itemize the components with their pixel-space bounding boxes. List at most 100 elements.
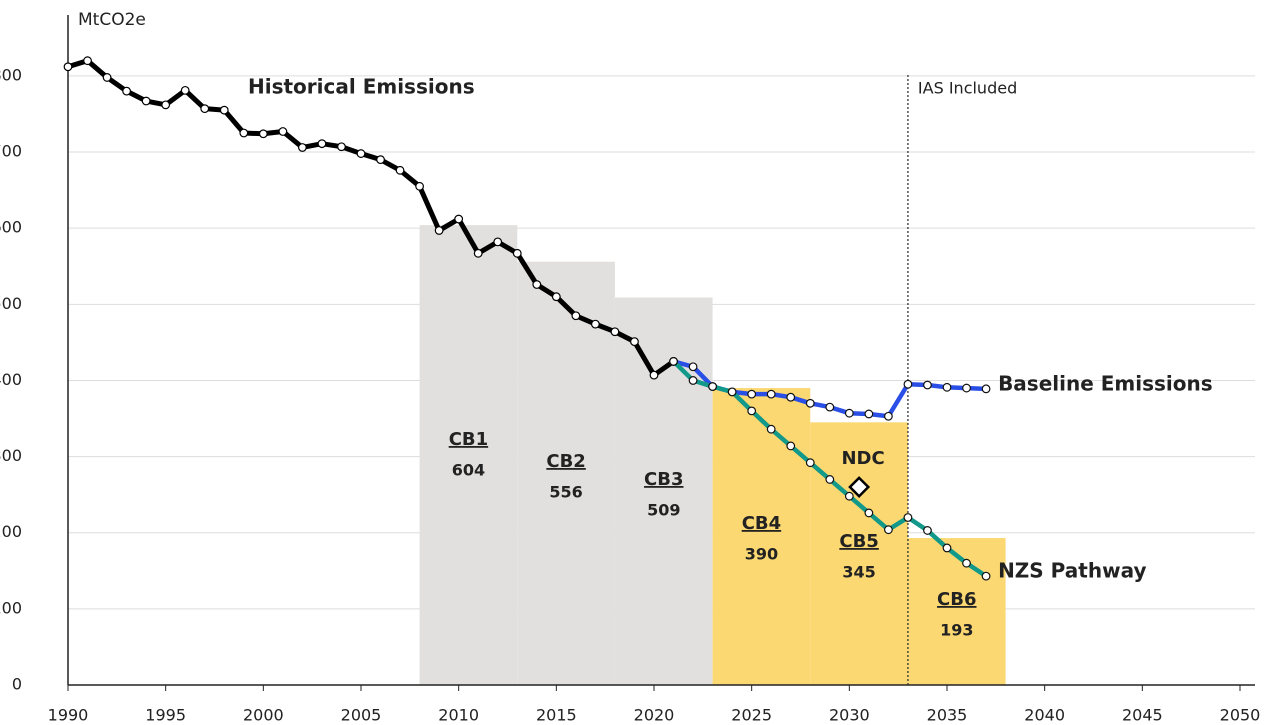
ndc-label: NDC: [841, 448, 884, 469]
series-point: [727, 387, 737, 397]
series-point: [532, 280, 542, 289]
series-point: [747, 389, 757, 399]
series-point: [610, 327, 620, 337]
series-label: NZS Pathway: [998, 559, 1146, 583]
series-point: [278, 127, 288, 136]
x-tick-label: 2025: [731, 706, 772, 725]
y-tick-label: 200: [0, 522, 22, 541]
x-tick-label: 1995: [145, 706, 186, 725]
series-point: [669, 357, 678, 366]
series-point: [180, 85, 190, 95]
x-tick-label: 2035: [927, 706, 968, 725]
budget-name: CB4: [742, 513, 781, 534]
series-point: [298, 143, 307, 152]
series-point: [219, 105, 229, 115]
x-tick-label: 2020: [634, 706, 675, 725]
series-point: [141, 96, 151, 106]
series-point: [161, 100, 171, 110]
series-point: [688, 376, 698, 385]
series-point: [551, 292, 561, 302]
series-point: [649, 370, 659, 380]
series-point: [942, 382, 952, 392]
budget-bar: [810, 422, 908, 685]
series-point: [903, 513, 913, 522]
series-point: [766, 389, 776, 399]
x-tick-label: 2000: [243, 706, 284, 725]
series-point: [766, 424, 776, 434]
series-point: [805, 458, 815, 468]
series-point: [376, 155, 385, 165]
budget-name: CB2: [546, 451, 585, 472]
series-point: [903, 379, 913, 389]
y-tick-label: 100: [0, 598, 22, 617]
y-tick-label: 600: [0, 218, 22, 237]
series-point: [805, 398, 815, 408]
budget-bar: [907, 538, 1006, 685]
series-point: [708, 382, 717, 391]
y-axis-label: MtCO2e: [78, 10, 146, 30]
ndc-marker: [848, 476, 871, 499]
series-point: [923, 526, 932, 535]
series-point: [454, 214, 464, 224]
budget-value: 509: [647, 501, 680, 520]
series-point: [844, 408, 854, 418]
x-tick-label: 2045: [1122, 706, 1163, 725]
series-point: [884, 411, 893, 421]
series-point: [395, 165, 405, 175]
budget-value: 556: [549, 483, 582, 502]
y-tick-label: 300: [0, 446, 22, 465]
series-point: [473, 248, 483, 258]
series-point: [942, 543, 952, 553]
y-tick-label: 700: [0, 142, 22, 161]
x-tick-label: 2040: [1024, 706, 1065, 725]
budget-name: CB5: [839, 531, 878, 552]
series-point: [337, 142, 346, 152]
budget-value: 604: [452, 461, 485, 480]
series-point: [825, 475, 835, 484]
series-point: [512, 248, 522, 258]
series-point: [591, 319, 600, 329]
x-tick-label: 2010: [438, 706, 479, 725]
series-point: [688, 362, 698, 372]
budget-name: CB1: [449, 429, 488, 450]
series-point: [493, 237, 503, 247]
series-point: [844, 491, 854, 501]
budget-name: CB6: [937, 589, 976, 610]
series-point: [962, 383, 971, 393]
series-point: [884, 525, 893, 535]
budget-name: CB3: [644, 469, 683, 490]
y-tick-label: 0: [12, 675, 22, 694]
budget-bar: [517, 261, 615, 685]
budget-bar: [712, 388, 811, 685]
x-tick-label: 1990: [48, 706, 89, 725]
budget-value: 345: [842, 563, 875, 582]
x-tick-label: 2030: [829, 706, 870, 725]
series-point: [786, 441, 796, 451]
series-label: Baseline Emissions: [998, 371, 1213, 395]
budget-bar: [614, 297, 713, 685]
series-point: [747, 406, 757, 416]
series-point: [102, 73, 112, 82]
budget-value: 193: [940, 621, 973, 640]
x-tick-label: 2005: [341, 706, 382, 725]
series-point: [923, 380, 932, 390]
x-tick-label: 2050: [1220, 706, 1261, 725]
x-tick-label: 2015: [536, 706, 577, 725]
budget-value: 390: [745, 545, 778, 564]
series-point: [864, 508, 874, 518]
y-tick-label: 500: [0, 294, 22, 313]
series-point: [200, 104, 210, 114]
series-point: [434, 226, 444, 235]
series-point: [981, 571, 991, 581]
series-point: [83, 56, 92, 66]
series-point: [356, 149, 366, 158]
series-point: [63, 62, 73, 72]
series-point: [962, 558, 971, 568]
series-point: [786, 392, 796, 402]
series-point: [825, 402, 835, 412]
budget-bar: [419, 225, 518, 686]
series-point: [258, 129, 268, 139]
y-tick-label: 800: [0, 65, 22, 84]
y-tick-label: 400: [0, 370, 22, 389]
